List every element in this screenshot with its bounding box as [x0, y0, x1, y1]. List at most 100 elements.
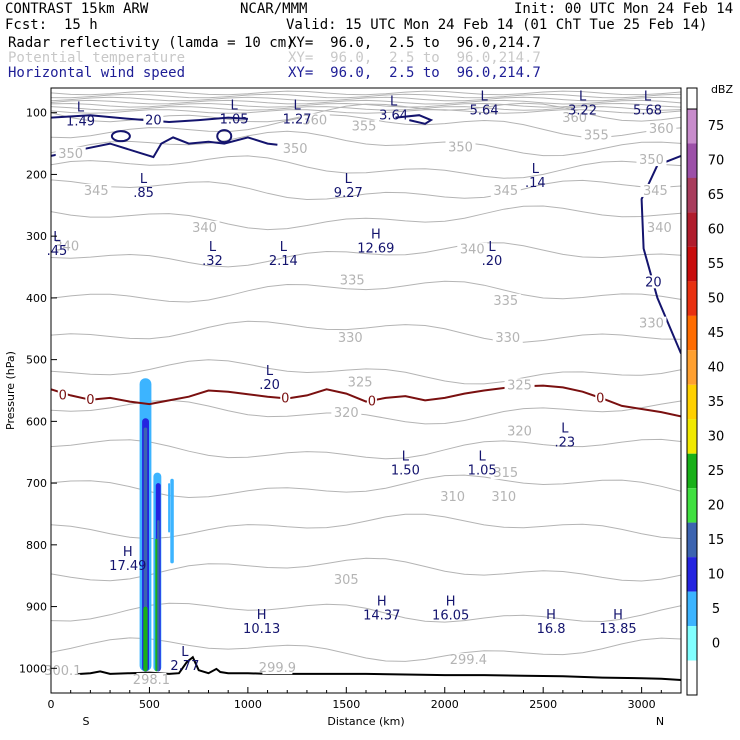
header-fcst-label: Fcst: [5, 17, 48, 33]
wind-contour-line [51, 136, 278, 159]
wind-extremum-value: .23 [555, 435, 576, 450]
terrain-group [51, 655, 681, 681]
y-tick-label: 500 [26, 354, 47, 367]
colorbar-swatch [687, 522, 697, 558]
colorbar-swatch [687, 384, 697, 420]
theta-label: 345 [84, 184, 109, 199]
colorbar-swatch [687, 212, 697, 247]
wind-extremum-value: 14.37 [363, 608, 400, 623]
wind-extremum-marker: L [77, 100, 85, 115]
colorbar-level-label: 10 [708, 567, 725, 582]
wind-extremum-value: 9.27 [334, 186, 363, 201]
wind-extremum-marker: L [280, 240, 288, 255]
theta-isentrope-338 [51, 242, 681, 268]
theta-isentrope-upper [51, 96, 681, 102]
colorbar-level-label: 15 [708, 533, 725, 548]
theta-label-bg [581, 128, 612, 142]
freezing-level-label: 0 [596, 392, 604, 407]
reflectivity-cell [155, 538, 158, 672]
theta-label-bg [280, 141, 311, 155]
wind-contour-label-bg [643, 275, 664, 289]
theta-label-bg [335, 330, 366, 344]
freezing-level-label: 0 [59, 388, 67, 403]
wind-extremum-marker: L [345, 172, 353, 187]
theta-isentrope-335 [51, 280, 681, 303]
wind-contour-label: 20 [145, 114, 162, 129]
colorbar-top-cell [686, 87, 698, 110]
theta-label-bg [55, 146, 86, 160]
colorbar-swatch [687, 109, 697, 144]
freezing-level-label: 0 [368, 395, 376, 410]
wind-extremum-marker: H [446, 594, 456, 609]
colorbar-level-label: 60 [708, 223, 725, 238]
freezing-level-label: 0 [281, 392, 289, 407]
y-tick-label: 200 [26, 168, 47, 181]
colorbar-swatch [687, 488, 697, 523]
colorbar-swatch [687, 557, 697, 592]
freezing-label-bg [57, 389, 68, 401]
theta-label-bg [299, 113, 330, 127]
header-init: Init: 00 UTC Mon 24 Feb 14 [514, 1, 734, 17]
x-tick-label: 0 [48, 698, 55, 711]
theta-label: 300.1 [44, 664, 81, 679]
colorbar-level-label: 40 [708, 361, 725, 376]
theta-label-bg [331, 572, 362, 586]
wind-extremum-value: 12.69 [357, 242, 394, 257]
theta-label: 305 [334, 573, 359, 588]
colorbar-swatch [687, 143, 697, 178]
wind-extremum-marker: H [123, 545, 133, 560]
wind-extremum-marker: L [209, 240, 217, 255]
theta-label: 350 [448, 141, 473, 156]
theta-label: 355 [352, 120, 377, 135]
wind-extremum-marker: L [488, 240, 496, 255]
wind-extremum-marker: L [230, 99, 238, 114]
wind-extremum-value: 1.49 [66, 114, 95, 129]
theta-isentrope-upper [51, 90, 681, 96]
x-axis-end-label: N [656, 715, 664, 728]
wind-extremum-value: .20 [482, 254, 503, 269]
wind-extremum-marker: L [644, 89, 652, 104]
y-tick-label: 800 [26, 539, 47, 552]
wind-extremum-value: 16.05 [432, 608, 469, 623]
theta-label-bg [445, 140, 476, 154]
wind-extremum-marker: L [402, 449, 410, 464]
y-tick-label: 600 [26, 415, 47, 428]
wind-extremum-value: 5.68 [633, 103, 662, 118]
theta-label-bg [646, 122, 677, 136]
y-tick-label: 900 [26, 601, 47, 614]
field-xy-theta: XY= 96.0, 2.5 to 96.0,214.7 [288, 50, 541, 66]
theta-isentrope-325 [51, 359, 681, 385]
theta-label: 298.1 [133, 673, 170, 688]
wind-extremum-value: 1.27 [283, 113, 312, 128]
wind-extremum-marker: L [181, 645, 189, 660]
theta-label-bg [490, 293, 521, 307]
theta-label-bg [457, 242, 488, 256]
header-fcst-value: 15 h [64, 17, 98, 33]
theta-isentrope-upper [51, 99, 681, 105]
wind-extremum-marker: L [481, 89, 489, 104]
theta-label: 335 [340, 273, 365, 288]
y-axis-label: Pressure (hPa) [4, 351, 17, 430]
theta-isentrope-350 [51, 155, 681, 179]
wind-extremum-marker: H [546, 608, 556, 623]
y-tick-label: 400 [26, 292, 47, 305]
wind-contour-loop [110, 130, 131, 143]
y-tick-label: 700 [26, 477, 47, 490]
theta-label-bg [345, 375, 376, 389]
colorbar-level-label: 0 [712, 636, 720, 651]
colorbar-swatch [687, 419, 697, 454]
theta-label: 360 [649, 122, 674, 137]
theta-label: 355 [584, 128, 609, 143]
colorbar-swatch [687, 177, 697, 213]
colorbar-swatch [687, 246, 697, 282]
theta-label-bg [437, 490, 468, 504]
theta-label-bg [51, 239, 82, 253]
theta-label: 315 [493, 466, 518, 481]
colorbar-swatch [687, 350, 697, 385]
reflectivity-cell [168, 483, 171, 533]
wind-extremum-value: .20 [259, 378, 280, 393]
wind-extremum-value: .85 [133, 186, 154, 201]
freezing-label-bg [595, 392, 606, 404]
theta-label-bg [559, 111, 590, 125]
